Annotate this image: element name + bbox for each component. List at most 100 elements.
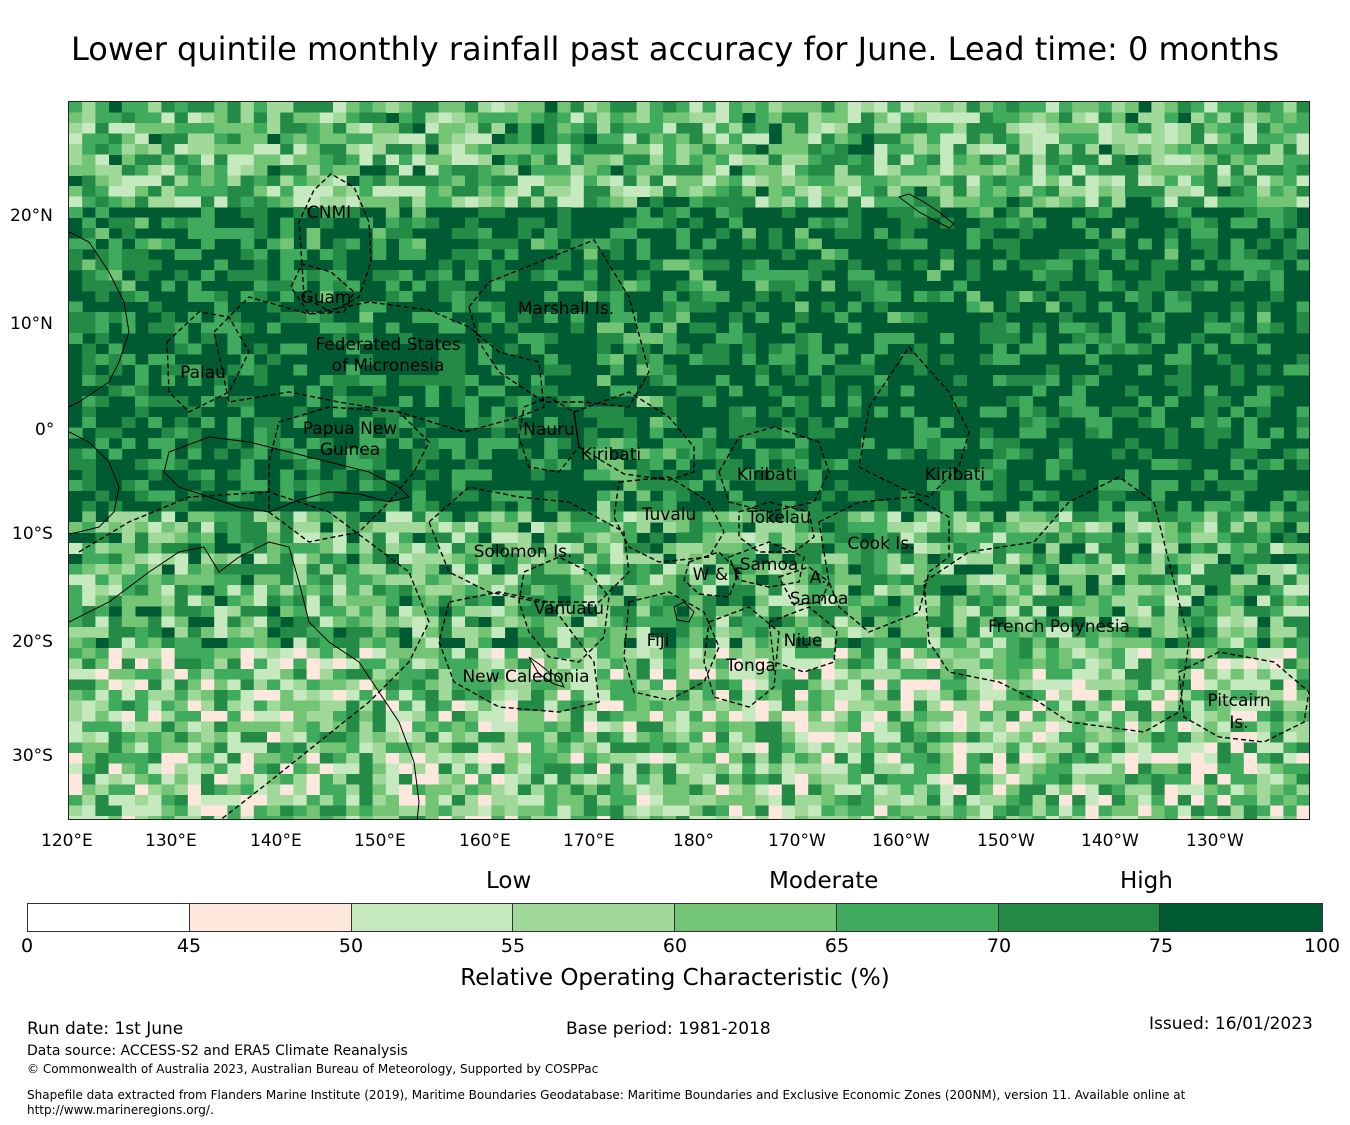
label-cnmi: CNMI [307, 203, 351, 223]
colorbar-tick-55: 55 [500, 935, 526, 957]
legend-category-high: High [1120, 868, 1173, 894]
label-tonga: Tonga [725, 656, 776, 676]
asamoa-boundary [777, 566, 830, 606]
colorbar-tick-0: 0 [20, 935, 34, 957]
niue-boundary [768, 606, 838, 673]
lon-label-160w: 160°W [872, 831, 930, 851]
tonga-boundary [703, 606, 780, 708]
colorbar-bin-70-75 [998, 904, 1161, 931]
colorbar-bin-0-45 [28, 904, 190, 931]
label-pitcairn-line2: Is. [1229, 713, 1248, 733]
label-nauru: Nauru [523, 420, 575, 440]
samoa-boundary [728, 541, 805, 588]
french-polynesia-boundary [923, 476, 1190, 733]
pitcairn-boundary [1178, 651, 1309, 743]
label-cook: Cook Is. [847, 534, 914, 554]
label-asamoa-line2: Samoa [790, 589, 849, 609]
label-new-caledonia: New Caledonia [462, 667, 589, 687]
label-samoa: Samoa [740, 555, 799, 575]
colorbar-tick-100: 100 [1303, 935, 1341, 957]
lat-label-10s: 10°S [12, 524, 53, 544]
wf-boundary [683, 551, 740, 598]
rainfall-accuracy-map: CNMI Guam Marshall Is. Federated States … [68, 101, 1310, 820]
cook-boundary [818, 496, 950, 633]
label-fsm-line1: Federated States [315, 335, 460, 355]
label-tokelau: Tokelau [746, 508, 811, 528]
lon-label-160e: 160°E [459, 831, 511, 851]
fsm-boundary [213, 296, 545, 433]
colorbar-bin-75-100 [1160, 904, 1322, 931]
label-niue: Niue [784, 631, 823, 651]
solomon-boundary [428, 486, 630, 603]
kiribati-east-boundary [858, 345, 970, 498]
new-caledonia-boundary [438, 591, 600, 713]
lat-label-10n: 10°N [10, 314, 53, 334]
kiribati-central-boundary [718, 426, 830, 513]
label-tuvalu: Tuvalu [641, 505, 697, 525]
lat-label-20s: 20°S [12, 632, 53, 652]
legend-category-moderate: Moderate [769, 868, 879, 894]
lon-label-130e: 130°E [145, 831, 197, 851]
colorbar-bin-65-70 [836, 904, 999, 931]
lon-label-130w: 130°W [1186, 831, 1244, 851]
map-title: Lower quintile monthly rainfall past acc… [70, 30, 1280, 68]
issued-date: Issued: 16/01/2023 [1149, 1014, 1313, 1034]
data-source: Data source: ACCESS-S2 and ERA5 Climate … [27, 1043, 408, 1059]
lon-label-170w: 170°W [768, 831, 826, 851]
lon-label-150w: 150°W [977, 831, 1035, 851]
colorbar-tick-65: 65 [824, 935, 850, 957]
region-labels: CNMI Guam Marshall Is. Federated States … [180, 203, 1271, 733]
colorbar-tick-45: 45 [176, 935, 202, 957]
palau-boundary [166, 311, 250, 413]
hawaii-coastline [897, 193, 955, 229]
kiribati-west-boundary [573, 391, 695, 481]
lon-label-120e: 120°E [41, 831, 93, 851]
shapefile-credit-line1: Shapefile data extracted from Flanders M… [27, 1088, 1186, 1102]
lon-label-140w: 140°W [1081, 831, 1139, 851]
run-date: Run date: 1st June [27, 1019, 184, 1039]
colorbar-tick-70: 70 [986, 935, 1012, 957]
colorbar-tick-50: 50 [338, 935, 364, 957]
philippines-coastline [69, 231, 130, 408]
shapefile-credit-line2: http://www.marineregions.org/. [27, 1103, 214, 1117]
label-vanuatu: Vanuatu [534, 599, 604, 619]
lat-label-30s: 30°S [12, 746, 53, 766]
cnmi-boundary [298, 173, 372, 313]
label-fiji: Fiji [647, 631, 670, 651]
colorbar-label: Relative Operating Characteristic (%) [460, 965, 890, 991]
coastlines [69, 193, 955, 819]
colorbar-tick-60: 60 [662, 935, 688, 957]
label-marshall: Marshall Is. [518, 299, 614, 319]
colorbar-bin-50-55 [351, 904, 514, 931]
label-kiribati-west: Kiribati [581, 445, 641, 465]
label-kiribati-east: Kiribati [925, 465, 985, 485]
eez-boundaries [78, 173, 1309, 819]
tokelau-boundary [738, 501, 815, 553]
colorbar-bin-55-60 [513, 904, 675, 931]
label-palau: Palau [180, 363, 226, 383]
indonesia-coastline [69, 431, 120, 535]
label-guam: Guam [301, 288, 352, 308]
fiji-boundary [623, 591, 720, 701]
label-wf: W & F [693, 565, 744, 585]
lon-label-150e: 150°E [354, 831, 406, 851]
marshall-boundary [468, 239, 650, 408]
label-pitcairn-line1: Pitcairn [1207, 691, 1270, 711]
colorbar-tick-75: 75 [1148, 935, 1174, 957]
lat-label-0: 0° [35, 420, 55, 440]
copyright: © Commonwealth of Australia 2023, Austra… [27, 1062, 599, 1076]
colorbar [27, 903, 1323, 932]
new-guinea-coastline [163, 436, 410, 513]
australia-coastline [69, 541, 420, 819]
fiji-coastline [673, 601, 695, 623]
label-french-polynesia: French Polynesia [988, 617, 1130, 637]
label-solomon: Solomon Is. [474, 542, 573, 562]
lat-label-20n: 20°N [10, 206, 53, 226]
legend-category-low: Low [486, 868, 532, 894]
nauru-boundary [518, 396, 580, 473]
guam-boundary [290, 263, 355, 315]
png-boundary [268, 406, 430, 543]
tuvalu-boundary [613, 476, 725, 563]
label-png-line2: Guinea [320, 440, 380, 460]
map-canvas: CNMI Guam Marshall Is. Federated States … [69, 102, 1309, 819]
